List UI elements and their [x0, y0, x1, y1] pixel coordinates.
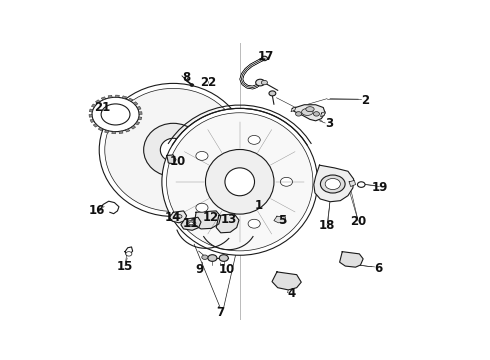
- Polygon shape: [125, 129, 130, 132]
- Text: 21: 21: [94, 101, 110, 114]
- Polygon shape: [291, 107, 296, 112]
- Circle shape: [295, 112, 302, 116]
- Polygon shape: [131, 126, 136, 129]
- Text: 10: 10: [219, 263, 235, 276]
- Circle shape: [314, 112, 319, 116]
- Polygon shape: [167, 155, 176, 164]
- Circle shape: [196, 152, 208, 160]
- Polygon shape: [170, 211, 187, 223]
- Polygon shape: [133, 102, 138, 105]
- Polygon shape: [112, 131, 116, 134]
- Text: 22: 22: [200, 76, 217, 89]
- Circle shape: [190, 84, 194, 86]
- Polygon shape: [138, 117, 142, 120]
- Polygon shape: [128, 98, 133, 102]
- Ellipse shape: [186, 221, 196, 226]
- Ellipse shape: [160, 138, 186, 162]
- Polygon shape: [119, 131, 123, 134]
- Circle shape: [202, 255, 208, 260]
- Polygon shape: [274, 216, 286, 223]
- Polygon shape: [340, 252, 363, 267]
- Ellipse shape: [167, 113, 313, 251]
- Text: 6: 6: [374, 262, 383, 275]
- Ellipse shape: [306, 107, 314, 112]
- Polygon shape: [122, 96, 126, 99]
- Text: 13: 13: [220, 213, 237, 226]
- Circle shape: [357, 182, 365, 187]
- Polygon shape: [194, 211, 221, 229]
- Circle shape: [208, 255, 217, 261]
- Polygon shape: [314, 165, 354, 202]
- Text: 7: 7: [217, 306, 225, 319]
- Circle shape: [256, 79, 265, 86]
- Polygon shape: [93, 124, 98, 127]
- Polygon shape: [98, 127, 103, 131]
- Text: 20: 20: [350, 216, 367, 229]
- Polygon shape: [96, 100, 100, 103]
- Circle shape: [126, 252, 132, 256]
- Polygon shape: [90, 119, 94, 122]
- Polygon shape: [272, 272, 301, 290]
- Ellipse shape: [92, 97, 139, 132]
- Text: 17: 17: [257, 50, 274, 63]
- Ellipse shape: [101, 104, 130, 125]
- Ellipse shape: [205, 149, 274, 214]
- Polygon shape: [216, 214, 239, 233]
- Ellipse shape: [99, 84, 247, 216]
- Polygon shape: [137, 106, 141, 109]
- Text: 12: 12: [202, 211, 219, 224]
- Polygon shape: [91, 104, 96, 107]
- Ellipse shape: [174, 214, 182, 219]
- Polygon shape: [349, 180, 356, 186]
- Circle shape: [248, 135, 260, 144]
- Polygon shape: [320, 112, 325, 117]
- Ellipse shape: [162, 108, 318, 255]
- Circle shape: [261, 56, 268, 61]
- Text: 3: 3: [325, 117, 333, 130]
- Polygon shape: [293, 105, 325, 121]
- Ellipse shape: [325, 179, 341, 190]
- Polygon shape: [89, 114, 92, 117]
- Text: 18: 18: [319, 219, 335, 232]
- Text: 10: 10: [170, 155, 186, 168]
- Text: 15: 15: [117, 260, 133, 273]
- Text: 11: 11: [183, 217, 199, 230]
- Ellipse shape: [320, 175, 345, 193]
- Polygon shape: [101, 97, 106, 100]
- Circle shape: [269, 91, 276, 96]
- Circle shape: [248, 219, 260, 228]
- Polygon shape: [139, 112, 142, 114]
- Text: 14: 14: [165, 211, 181, 224]
- Text: 9: 9: [196, 263, 204, 276]
- Polygon shape: [108, 95, 112, 98]
- Polygon shape: [181, 217, 201, 230]
- Polygon shape: [89, 109, 93, 112]
- Text: 19: 19: [371, 181, 388, 194]
- Circle shape: [196, 203, 208, 212]
- Ellipse shape: [189, 222, 194, 225]
- Ellipse shape: [144, 123, 203, 176]
- Text: 16: 16: [89, 204, 105, 217]
- Polygon shape: [104, 130, 109, 133]
- Polygon shape: [135, 122, 140, 125]
- Text: 4: 4: [287, 287, 295, 300]
- Circle shape: [280, 177, 293, 186]
- Circle shape: [261, 80, 268, 85]
- Text: 2: 2: [361, 94, 369, 107]
- Circle shape: [219, 255, 228, 261]
- Polygon shape: [116, 95, 120, 98]
- Text: 8: 8: [182, 71, 191, 84]
- Ellipse shape: [302, 108, 313, 116]
- Text: 5: 5: [278, 214, 287, 227]
- Text: 1: 1: [255, 199, 263, 212]
- Ellipse shape: [105, 89, 242, 211]
- Ellipse shape: [225, 168, 254, 196]
